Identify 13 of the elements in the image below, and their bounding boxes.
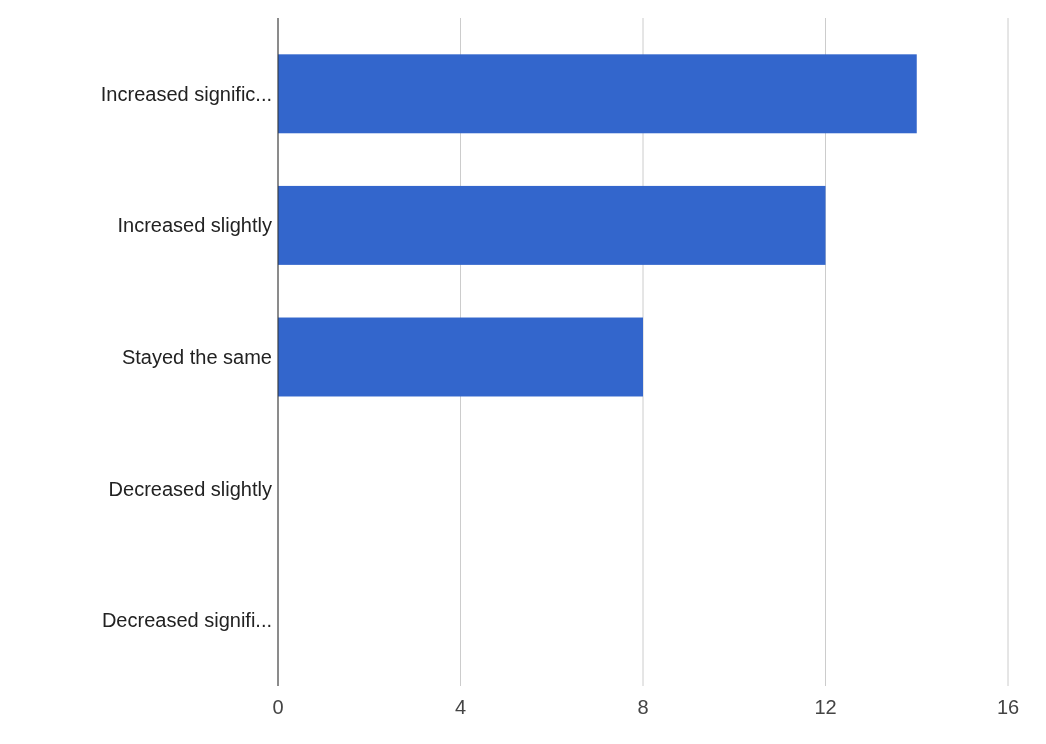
y-tick-label: Decreased signifi...: [101, 609, 272, 632]
x-tick-label: 16: [996, 696, 1020, 718]
y-tick-label: Stayed the same: [121, 346, 272, 368]
bar: [278, 185, 826, 265]
x-tick-label: 0: [272, 696, 284, 718]
y-tick-label: Decreased slightly: [108, 477, 272, 500]
bar: [278, 317, 643, 397]
y-tick-label: Increased slightly: [117, 214, 272, 237]
bar: [278, 54, 917, 134]
x-tick-label: 12: [814, 696, 837, 718]
x-tick-label: 4: [454, 696, 467, 718]
x-tick-label: 8: [637, 696, 649, 718]
y-tick-label: Increased signific...: [100, 82, 272, 105]
